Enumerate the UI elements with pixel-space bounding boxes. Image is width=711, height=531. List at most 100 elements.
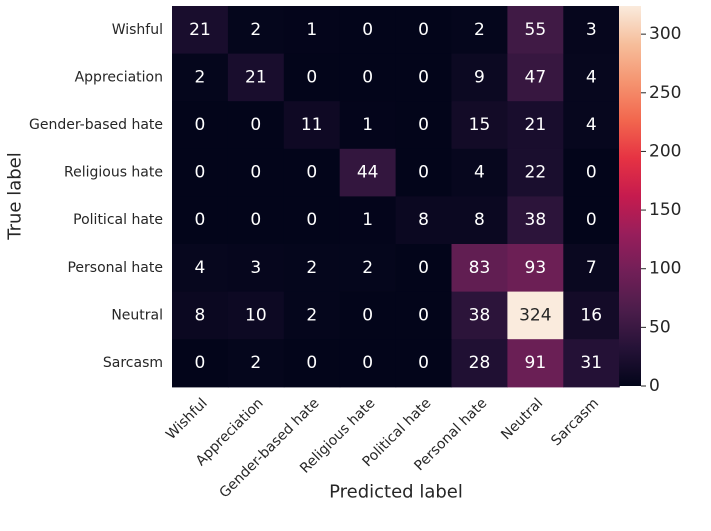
cell-value-label: 2	[474, 20, 485, 40]
y-tick-label: Wishful	[112, 22, 163, 38]
cell-value-label: 0	[362, 305, 373, 325]
x-axis-title: Predicted label	[329, 482, 463, 503]
y-tick-label: Personal hate	[67, 260, 163, 276]
heatmap-cell	[227, 6, 285, 55]
heatmap-cell	[563, 101, 620, 150]
cell-value-label: 7	[586, 258, 597, 278]
cell-value-label: 0	[306, 163, 317, 183]
cell-value-label: 4	[586, 67, 597, 87]
y-tick-label: Neutral	[111, 307, 163, 323]
colorbar: 0 50 100 150 200 250 300	[619, 6, 681, 396]
cell-value-label: 2	[250, 20, 261, 40]
cell-value-label: 55	[525, 20, 547, 40]
heatmap-cell	[451, 244, 508, 293]
colorbar-tick-label: 200	[649, 141, 681, 161]
heatmap-cell	[451, 291, 508, 340]
heatmap-cell	[451, 6, 508, 55]
cell-value-label: 31	[580, 353, 602, 373]
heatmap-cell	[283, 244, 341, 293]
cell-value-label: 2	[195, 67, 206, 87]
heatmap-cell	[227, 291, 285, 340]
y-tick-label: Appreciation	[75, 69, 163, 85]
heatmap-cell	[563, 339, 620, 388]
heatmap-cell	[563, 244, 620, 293]
heatmap-cell	[227, 196, 285, 245]
heatmap-cell	[507, 196, 564, 245]
cell-value-label: 0	[586, 163, 597, 183]
colorbar-gradient	[619, 6, 641, 386]
heatmap-cell	[283, 148, 341, 197]
heatmap-cell	[395, 291, 453, 340]
heatmap-cell	[339, 244, 397, 293]
cell-value-label: 0	[195, 210, 206, 230]
heatmap-cell	[172, 148, 229, 197]
heatmap-cell	[227, 244, 285, 293]
heatmap-cell	[507, 6, 564, 55]
cell-value-label: 10	[245, 305, 267, 325]
cell-value-label: 0	[418, 163, 429, 183]
cell-value-label: 0	[362, 353, 373, 373]
heatmap-cell	[563, 291, 620, 340]
colorbar-tick-label: 250	[649, 83, 681, 103]
cell-value-label: 0	[250, 210, 261, 230]
cell-value-label: 11	[301, 115, 323, 135]
heatmap-cell	[172, 291, 229, 340]
cell-value-label: 1	[306, 20, 317, 40]
cell-value-label: 2	[306, 258, 317, 278]
heatmap-cell	[283, 101, 341, 150]
y-tick-labels: Wishful Appreciation Gender-based hate Reli…	[29, 22, 163, 371]
cell-value-label: 0	[195, 115, 206, 135]
cell-value-label: 0	[306, 67, 317, 87]
cell-value-label: 0	[362, 20, 373, 40]
cell-value-label: 1	[362, 210, 373, 230]
heatmap-cells: 21 2 1 0 0 2 55 32 21 0 0 0 9 47 40 0 11 1 0 15 21 40 0 0 44 0 4 22…	[172, 6, 620, 388]
heatmap-cell	[563, 6, 620, 55]
heatmap-cell	[395, 244, 453, 293]
heatmap-cell	[283, 291, 341, 340]
colorbar-tick-label: 300	[649, 24, 681, 44]
cell-value-label: 4	[586, 115, 597, 135]
heatmap-cell	[563, 196, 620, 245]
cell-value-label: 0	[250, 115, 261, 135]
x-tick-label: Wishful	[163, 395, 211, 443]
heatmap-cell	[395, 6, 453, 55]
heatmap-cell	[172, 101, 229, 150]
heatmap-cell	[283, 196, 341, 245]
cell-value-label: 21	[525, 115, 547, 135]
cell-value-label: 22	[525, 163, 547, 183]
cell-value-label: 8	[474, 210, 485, 230]
heatmap-cell	[339, 101, 397, 150]
heatmap-cell	[395, 148, 453, 197]
heatmap-cell	[339, 53, 397, 102]
cell-value-label: 91	[525, 353, 547, 373]
cell-value-label: 38	[469, 305, 491, 325]
cell-value-label: 0	[418, 305, 429, 325]
cell-value-label: 2	[250, 353, 261, 373]
cell-value-label: 9	[474, 67, 485, 87]
cell-value-label: 15	[469, 115, 491, 135]
cell-value-label: 83	[469, 258, 491, 278]
cell-value-label: 38	[525, 210, 547, 230]
cell-value-label: 4	[195, 258, 206, 278]
colorbar-tick-label: 50	[649, 317, 671, 337]
heatmap-cell	[395, 196, 453, 245]
cell-value-label: 0	[418, 258, 429, 278]
heatmap-cell	[339, 291, 397, 340]
cell-value-label: 1	[362, 115, 373, 135]
colorbar-tick-label: 100	[649, 259, 681, 279]
heatmap-cell	[507, 53, 564, 102]
cell-value-label: 0	[362, 67, 373, 87]
colorbar-tick-label: 0	[649, 376, 660, 396]
heatmap-cell	[283, 339, 341, 388]
colorbar-tick-label: 150	[649, 200, 681, 220]
heatmap-cell	[227, 53, 285, 102]
heatmap-cell	[395, 101, 453, 150]
heatmap-cell	[507, 244, 564, 293]
heatmap-cell	[172, 53, 229, 102]
heatmap-cell	[507, 101, 564, 150]
cell-value-label: 8	[418, 210, 429, 230]
cell-value-label: 28	[469, 353, 491, 373]
cell-value-label: 0	[195, 353, 206, 373]
heatmap-cell	[507, 148, 564, 197]
heatmap-cell	[395, 53, 453, 102]
